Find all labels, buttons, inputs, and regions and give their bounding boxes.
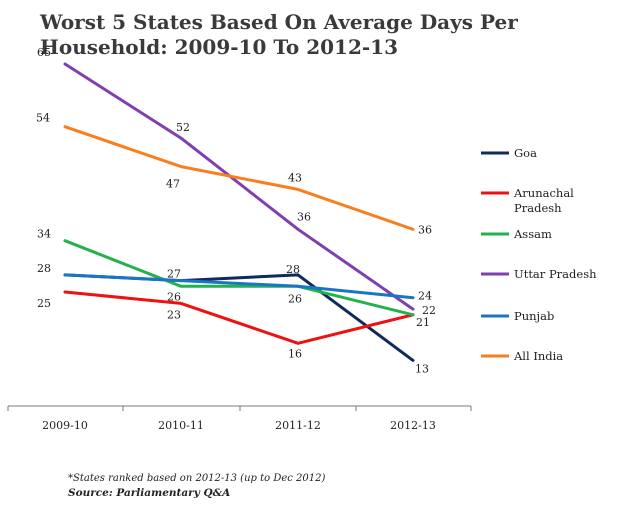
- x-tick-label: 2012-13: [390, 419, 436, 432]
- series-line-all-india: [63, 125, 415, 231]
- series-line-arunachal-pradesh: [63, 290, 415, 345]
- data-label: 34: [37, 228, 51, 241]
- legend-label-arunachal-pradesh: Arunachal: [513, 186, 574, 200]
- legend-label-all-india: All India: [513, 349, 563, 363]
- data-label: 28: [37, 262, 51, 275]
- data-label: 54: [36, 112, 50, 125]
- data-label: 65: [37, 46, 51, 59]
- axes: 2009-10 2010-11 2011-12 2012-13: [7, 405, 472, 432]
- series-line-assam: [63, 239, 415, 317]
- legend-label-punjab: Punjab: [514, 309, 554, 323]
- data-label: 47: [166, 178, 180, 191]
- chart-title: Worst 5 States Based On Average Days Per…: [40, 10, 518, 59]
- data-label: 21: [416, 316, 430, 329]
- data-label: 16: [288, 347, 302, 360]
- x-tick-label: 2010-11: [158, 419, 204, 432]
- footnote: *States ranked based on 2012-13 (up to D…: [68, 473, 326, 484]
- legend-label-goa: Goa: [514, 146, 537, 160]
- data-label: 26: [288, 292, 302, 305]
- series-lines: [63, 62, 415, 362]
- data-label: 28: [286, 263, 300, 276]
- data-label: 52: [176, 121, 190, 134]
- data-label: 22: [422, 304, 436, 317]
- legend-label-arunachal-pradesh: Pradesh: [514, 201, 562, 215]
- data-label: 26: [167, 290, 181, 303]
- series-line-punjab: [63, 273, 415, 300]
- data-label: 23: [167, 308, 181, 321]
- data-label: 27: [167, 268, 181, 281]
- legend-label-uttar-pradesh: Uttar Pradesh: [514, 267, 597, 281]
- series-line-uttar-pradesh: [63, 62, 415, 311]
- data-label: 36: [418, 223, 432, 236]
- legend-label-assam: Assam: [513, 227, 552, 241]
- x-tick-label: 2009-10: [42, 419, 88, 432]
- data-label: 43: [288, 171, 302, 184]
- data-label: 24: [418, 290, 432, 303]
- data-label: 25: [37, 297, 51, 310]
- source-note: Source: Parliamentary Q&A: [68, 487, 231, 499]
- data-label: 36: [297, 210, 311, 223]
- data-label: 13: [415, 362, 429, 375]
- x-tick-label: 2011-12: [275, 419, 321, 432]
